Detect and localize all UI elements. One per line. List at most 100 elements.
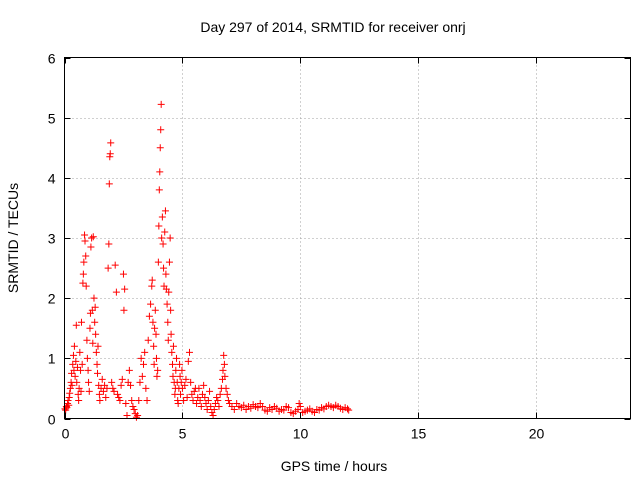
data-point [141,348,149,356]
data-point [117,381,125,389]
data-point [169,342,177,350]
data-point [76,348,84,356]
data-point [81,237,89,245]
data-point [223,390,231,398]
data-point [71,372,79,380]
data-point [92,348,100,356]
data-point [183,393,191,401]
data-point [219,366,227,374]
data-points [61,100,353,421]
data-point [65,401,73,409]
data-point [77,387,85,395]
x-tick-label: 15 [411,426,427,442]
data-point [161,207,169,215]
y-tick-label: 6 [48,51,56,67]
data-point [72,321,80,329]
data-point [157,100,165,108]
data-point [296,402,304,410]
data-point [82,252,90,260]
data-point [149,318,157,326]
y-tick-label: 5 [48,111,56,127]
data-point [136,378,144,386]
data-point [99,387,107,395]
data-point [77,318,85,326]
data-point [263,407,271,415]
data-point [95,390,103,398]
grid-lines [64,57,631,419]
data-point [140,360,148,368]
data-point [78,360,86,368]
data-point [247,404,255,412]
data-point [129,402,137,410]
data-point [94,342,102,350]
data-point [195,384,203,392]
data-point [159,240,167,248]
data-point [207,402,215,410]
data-point [176,372,184,380]
data-point [69,360,77,368]
data-point [187,378,195,386]
data-point [178,366,186,374]
data-point [127,381,135,389]
data-point [169,372,177,380]
data-point [181,381,189,389]
data-point [64,396,72,404]
data-point [148,282,156,290]
data-point [176,360,184,368]
data-point [163,300,171,308]
data-point [167,306,175,314]
data-point [98,375,106,383]
data-point [105,180,113,188]
data-point [209,411,217,419]
data-point [285,404,293,412]
data-point [116,396,124,404]
data-point [128,396,136,404]
data-point [230,405,238,413]
y-tick-label: 4 [48,171,56,187]
data-point [214,396,222,404]
data-point [254,404,262,412]
data-point [185,348,193,356]
data-point [147,300,155,308]
data-point [103,384,111,392]
data-point [115,393,123,401]
data-point [102,393,110,401]
data-point [66,389,74,397]
data-point [166,234,174,242]
x-axis-label: GPS time / hours [281,458,388,474]
data-point [153,372,161,380]
data-point [184,357,192,365]
data-point [169,360,177,368]
data-point [125,366,133,374]
data-point [70,366,78,374]
data-point [150,342,158,350]
data-point [344,405,351,413]
data-point [91,318,99,326]
data-point [224,396,232,404]
data-point [79,270,87,278]
data-point [90,294,98,302]
data-point [142,384,150,392]
data-point [165,258,173,266]
x-tick-label: 20 [529,426,545,442]
data-point [89,233,97,241]
data-point [122,399,130,407]
data-point [160,264,168,272]
data-point [130,405,138,413]
data-point [145,312,153,320]
data-point [85,378,93,386]
data-point [204,396,212,404]
data-point [82,282,90,290]
data-point [151,306,159,314]
data-point [203,405,211,413]
data-point [221,372,229,380]
data-point [161,228,169,236]
data-point [119,270,127,278]
data-point [92,330,100,338]
data-point [89,339,97,347]
data-point [143,396,151,404]
data-point [123,411,131,419]
tick-labels: 0 5 10 15 20 0 1 2 3 4 5 6 [48,51,545,442]
data-point [167,330,175,338]
